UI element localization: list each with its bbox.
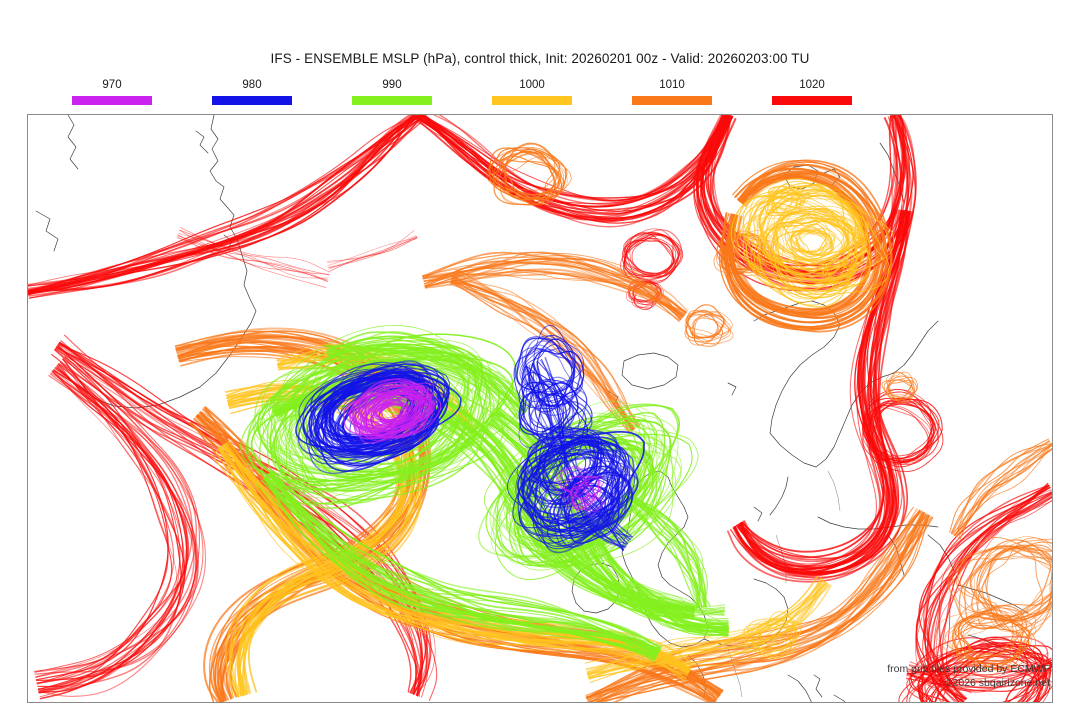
legend-label-970: 970 <box>102 79 122 91</box>
legend-item-980: 980 <box>197 78 307 105</box>
legend-label-1020: 1020 <box>799 79 825 91</box>
ensemble-contour-layer <box>28 115 1052 702</box>
legend-swatch-1020 <box>772 96 852 105</box>
map-plot-area <box>27 114 1053 703</box>
legend-swatch-1010 <box>632 96 712 105</box>
legend-label-990: 990 <box>382 79 402 91</box>
legend-swatch-970 <box>72 96 152 105</box>
page-title: IFS - ENSEMBLE MSLP (hPa), control thick… <box>270 51 810 66</box>
legend-label-980: 980 <box>242 79 262 91</box>
legend-label-1010: 1010 <box>659 79 685 91</box>
legend-item-990: 990 <box>337 78 447 105</box>
legend-label-1000: 1000 <box>519 79 545 91</box>
legend-item-1020: 1020 <box>757 78 867 105</box>
legend-item-1010: 1010 <box>617 78 727 105</box>
legend-item-1000: 1000 <box>477 78 587 105</box>
legend-item-970: 970 <box>57 78 167 105</box>
legend-swatch-980 <box>212 96 292 105</box>
legend: 970 980 990 1000 1010 1020 <box>27 78 1053 108</box>
map-canvas <box>28 115 1052 702</box>
legend-swatch-990 <box>352 96 432 105</box>
legend-swatch-1000 <box>492 96 572 105</box>
